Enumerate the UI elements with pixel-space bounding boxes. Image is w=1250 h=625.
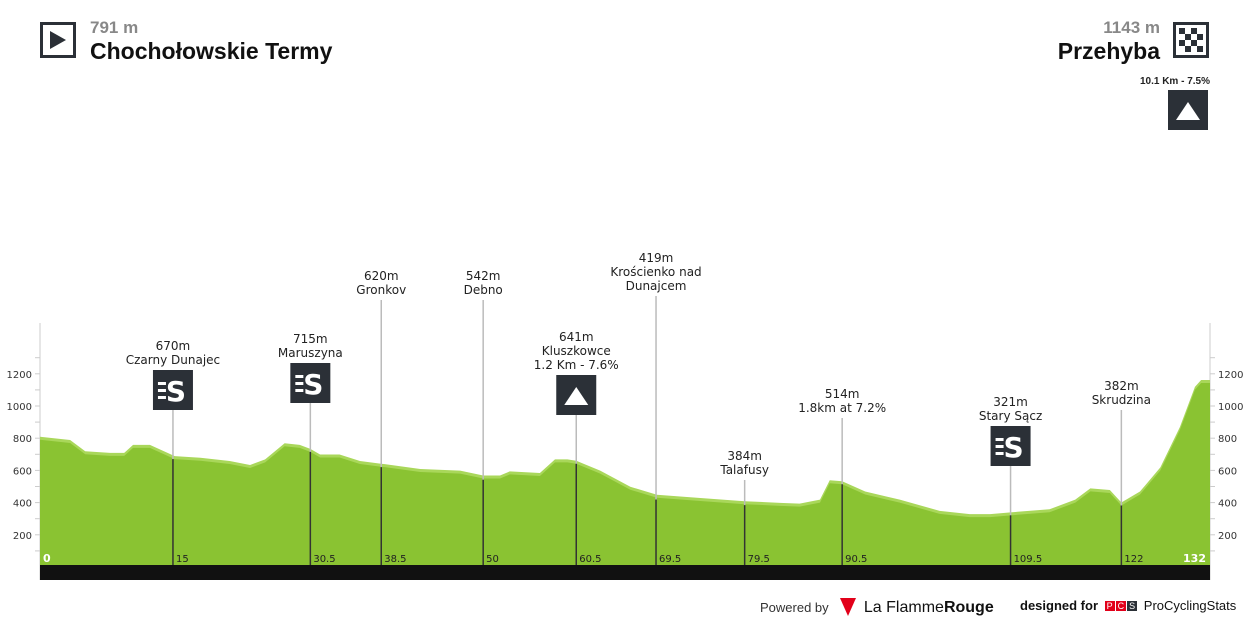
profile-chart: 200 200 400 400 600 600 800 800 1000 1000 1200 1200… [7,251,1243,580]
site-name: ProCyclingStats [1143,598,1237,613]
designed-for: designed for P C S ProCyclingStats [1020,598,1236,613]
marker-label: Gronkov [356,283,406,297]
km-label-0: 0 [43,552,51,565]
brand-la-flamme: La Flamme [863,599,944,616]
y-tick-label-left: 1000 [7,402,32,413]
pcs-p: P [1104,601,1115,611]
y-tick-label-left: 200 [13,531,32,542]
marker-label: Krościenko nad [610,265,701,279]
sprint-glyph-bar [157,389,166,392]
marker-label: 382m [1104,379,1139,393]
y-tick-label-left: 400 [13,499,32,510]
km-label-60.5: 60.5 [579,554,601,565]
km-label-109.5: 109.5 [1014,554,1043,565]
km-label-30.5: 30.5 [313,554,335,565]
marker-label: Maruszyna [278,346,343,360]
sprint-glyph: S [1003,431,1023,464]
profile-area [40,382,1210,565]
brand-rouge: Rouge [943,599,994,616]
y-tick-label-right: 800 [1218,434,1237,445]
pcs-c: C [1115,601,1127,611]
marker-label: Debno [464,283,503,297]
y-tick-label-left: 800 [13,434,32,445]
marker-label: 419m [639,251,674,265]
sprint-glyph-bar [995,452,1004,455]
marker-label: Skrudzina [1092,393,1151,407]
sprint-glyph: S [303,368,323,401]
km-label-79.5: 79.5 [748,554,770,565]
start-altitude: 791 m [90,18,139,37]
finish-climb-info: 10.1 Km - 7.5% [1139,76,1210,87]
distance-bar [40,565,1210,580]
designed-label: designed for [1020,598,1099,613]
km-label-132: 132 [1183,552,1206,565]
sprint-glyph-bar [995,445,1004,448]
sprint-glyph-bar [157,382,166,385]
y-tick-label-left: 600 [13,466,32,477]
finish-altitude: 1143 m [1103,18,1160,37]
sprint-glyph: S [166,375,186,408]
marker-label: Stary Sącz [979,409,1042,423]
marker-label: 715m [293,332,328,346]
sprint-glyph-bar [995,438,1004,441]
marker-label: 670m [156,339,191,353]
sprint-glyph-bar [295,389,304,392]
finish-name: Przehyba [1057,38,1160,64]
mountain-icon [1168,90,1208,130]
marker-label: Talafusy [719,463,769,477]
km-label-38.5: 38.5 [384,554,406,565]
powered-label: Powered by [760,600,829,615]
start-name: Chochołowskie Termy [90,38,333,64]
marker-label: 514m [825,387,860,401]
start-flag-icon [40,22,76,58]
powered-by: Powered by La FlammeRouge [760,598,994,619]
lfr-logo-icon [840,598,857,619]
marker-label: 620m [364,269,399,283]
y-tick-label-right: 1000 [1218,402,1243,413]
pcs-logo-icon: P C S [1104,601,1138,611]
marker-label: 1.8km at 7.2% [798,401,886,415]
marker-label: Kluszkowce [542,344,611,358]
marker-label: Czarny Dunajec [126,353,220,367]
y-tick-label-right: 600 [1218,466,1237,477]
km-label-50: 50 [486,554,499,565]
sprint-glyph-bar [295,382,304,385]
marker-label: 1.2 Km - 7.6% [534,358,619,372]
km-label-69.5: 69.5 [659,554,681,565]
km-label-15: 15 [176,554,189,565]
marker-label: 542m [466,269,501,283]
finish-checkered-icon [1173,22,1209,58]
y-tick-label-right: 1200 [1218,370,1243,381]
km-label-90.5: 90.5 [845,554,867,565]
sprint-glyph-bar [295,375,304,378]
marker-label: 384m [727,449,762,463]
y-tick-label-left: 1200 [7,370,32,381]
sprint-glyph-bar [157,396,166,399]
y-tick-label-right: 200 [1218,531,1237,542]
pcs-s: S [1127,601,1138,611]
marker-label: Dunajcem [626,279,687,293]
mountain-glyph [564,387,589,405]
marker-label: 321m [993,395,1028,409]
y-tick-label-right: 400 [1218,499,1237,510]
km-label-122: 122 [1124,554,1143,565]
marker-label: 641m [559,330,594,344]
